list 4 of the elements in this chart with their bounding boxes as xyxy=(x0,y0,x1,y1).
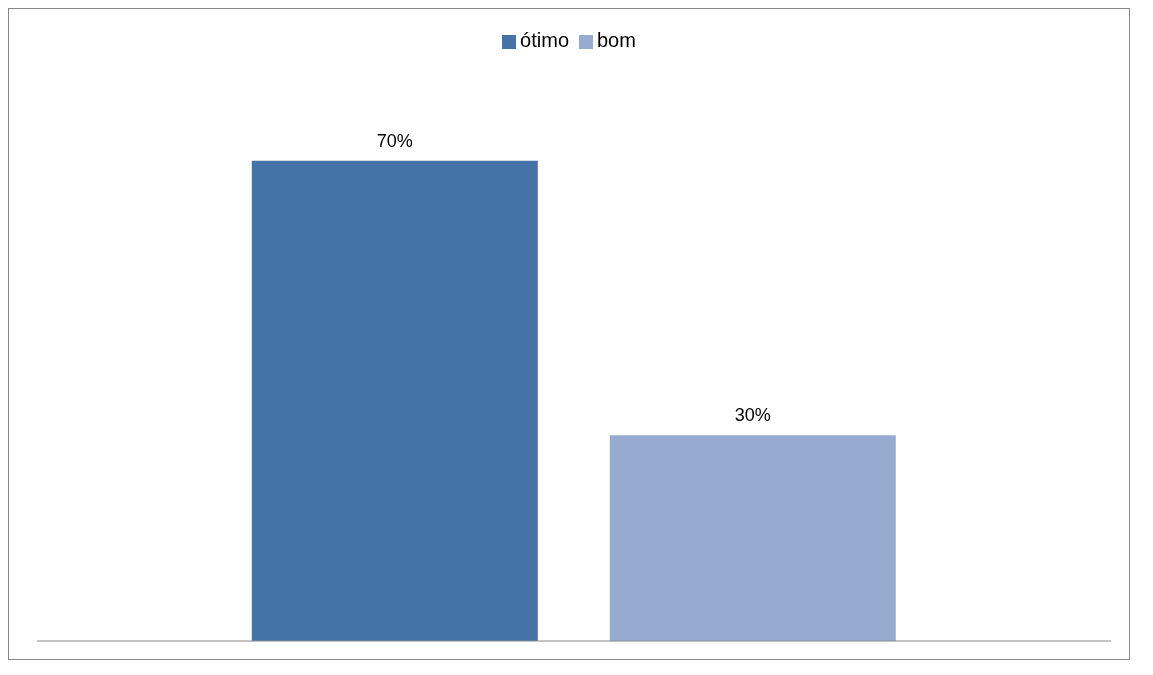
data-label: 30% xyxy=(734,405,771,426)
data-label: 70% xyxy=(376,130,413,151)
legend-label: bom xyxy=(597,29,636,51)
legend-label: ótimo xyxy=(520,29,569,51)
